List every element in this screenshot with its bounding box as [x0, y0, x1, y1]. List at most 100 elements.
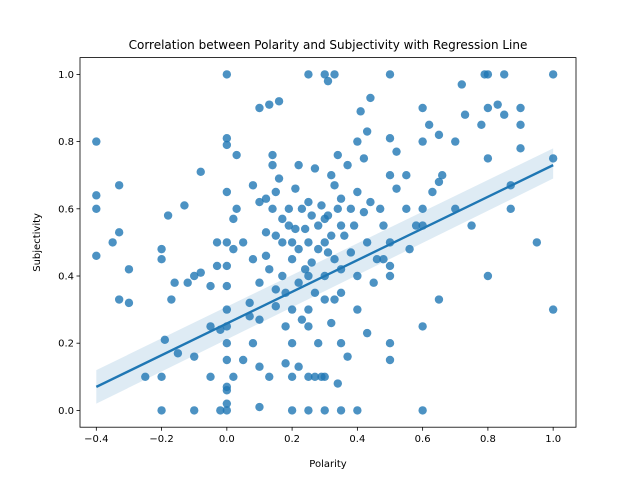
data-point	[359, 154, 369, 163]
data-point	[206, 322, 215, 331]
data-point	[261, 251, 271, 261]
data-point	[385, 339, 395, 348]
data-point	[190, 271, 199, 281]
data-point	[323, 76, 333, 86]
data-point	[232, 150, 241, 160]
data-point	[304, 322, 313, 331]
data-point	[271, 187, 280, 197]
data-point	[483, 70, 493, 79]
data-point	[222, 355, 232, 365]
data-point	[196, 167, 205, 177]
data-point	[222, 238, 232, 247]
data-point	[222, 281, 232, 291]
data-point	[222, 70, 232, 79]
data-point	[392, 147, 401, 156]
data-point	[362, 238, 372, 247]
data-point	[255, 362, 264, 371]
data-point	[320, 70, 329, 79]
data-point	[281, 359, 290, 368]
data-point	[222, 386, 232, 395]
data-point	[222, 187, 232, 197]
data-point	[405, 244, 414, 254]
data-point	[304, 197, 313, 207]
data-point	[157, 406, 166, 415]
data-point	[291, 184, 300, 193]
data-point	[274, 97, 284, 106]
data-point	[291, 224, 300, 234]
data-point	[356, 107, 365, 116]
data-point	[157, 372, 166, 381]
data-point	[294, 160, 303, 170]
data-point	[114, 295, 124, 304]
data-point	[255, 197, 264, 207]
x-tick-label: −0.2	[149, 434, 173, 445]
data-point	[307, 258, 316, 267]
data-point	[284, 204, 294, 213]
x-tick-label: 0.0	[219, 434, 235, 445]
data-point	[343, 160, 352, 170]
data-point	[160, 335, 170, 345]
data-point	[92, 251, 101, 261]
data-point	[173, 349, 183, 358]
data-point	[163, 211, 173, 220]
data-point	[424, 120, 434, 129]
data-point	[255, 402, 264, 412]
plot-area	[92, 70, 558, 415]
data-point	[362, 328, 372, 338]
data-point	[271, 231, 280, 240]
data-point	[451, 137, 460, 146]
data-point	[323, 211, 333, 220]
y-tick-label: 0.0	[58, 406, 74, 417]
data-point	[349, 221, 359, 230]
data-point	[346, 248, 356, 257]
data-point	[183, 278, 192, 287]
data-point	[222, 140, 232, 150]
data-point	[418, 406, 427, 415]
data-point	[245, 298, 254, 308]
data-point	[336, 288, 346, 297]
data-point	[261, 194, 271, 203]
data-point	[268, 204, 277, 213]
data-point	[353, 187, 362, 197]
data-point	[222, 134, 232, 143]
data-point	[500, 70, 509, 79]
data-point	[516, 120, 525, 129]
data-point	[385, 355, 395, 365]
data-point	[402, 171, 411, 180]
data-point	[385, 134, 395, 143]
data-point	[477, 120, 486, 129]
data-point	[265, 372, 274, 381]
data-point	[287, 255, 297, 264]
data-point	[304, 70, 313, 79]
data-point	[265, 100, 274, 109]
data-point	[418, 204, 427, 213]
data-point	[323, 248, 333, 257]
data-point	[340, 231, 349, 240]
data-point	[297, 315, 307, 324]
data-point	[330, 181, 339, 190]
data-point	[229, 372, 238, 381]
data-point	[255, 278, 264, 287]
data-point	[333, 150, 342, 160]
data-point	[141, 372, 150, 381]
data-point	[216, 406, 225, 415]
data-point	[379, 221, 388, 230]
data-point	[287, 305, 297, 314]
x-tick-label: 1.0	[545, 434, 561, 445]
x-tick-label: 0.8	[480, 434, 496, 445]
data-point	[304, 238, 313, 247]
data-point	[310, 288, 320, 297]
data-point	[281, 322, 290, 331]
data-point	[353, 406, 362, 415]
data-point	[238, 238, 248, 247]
data-point	[92, 191, 101, 200]
data-point	[124, 265, 134, 274]
data-point	[359, 207, 369, 217]
data-point	[167, 295, 176, 304]
data-point	[274, 174, 284, 183]
x-tick-label: 0.4	[349, 434, 365, 445]
data-point	[438, 171, 447, 180]
data-point	[278, 238, 287, 247]
data-point	[248, 255, 258, 264]
